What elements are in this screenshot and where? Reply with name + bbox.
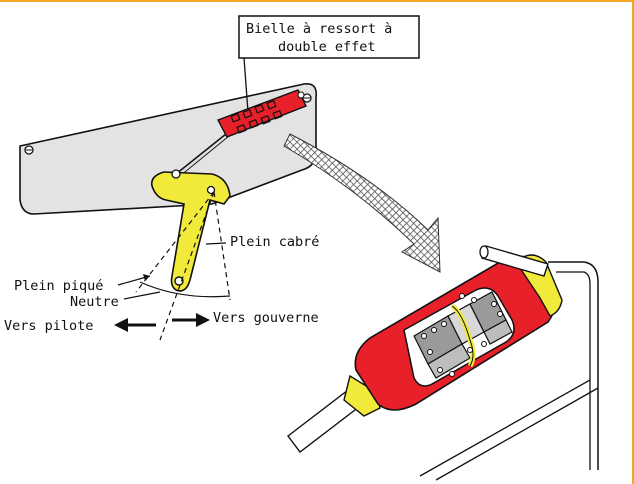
leader-neutre (123, 291, 161, 300)
spring-rod-small (217, 89, 307, 138)
upper-rod (175, 133, 227, 175)
leader-plein-cabre (205, 242, 227, 245)
label-neutre: Neutre (70, 294, 119, 310)
arrow-plein-pique (143, 274, 150, 281)
lever-axis (206, 185, 216, 195)
rivets (421, 293, 503, 377)
callout-box (238, 15, 420, 59)
zoom-mesh-arrow (283, 133, 441, 273)
arrow-vers-pilote (114, 318, 128, 332)
position-dash-lines (135, 191, 231, 341)
callout-line1: Bielle à ressort à (246, 21, 392, 37)
yellow-lever (150, 171, 231, 292)
frame-rod-diagonal (419, 379, 591, 477)
callout-leader (243, 57, 249, 113)
callout-line2: double effet (278, 39, 376, 55)
label-plein-pique: Plein piqué (14, 278, 103, 294)
frame-rod (548, 261, 599, 470)
lever-top-pivot (171, 169, 181, 179)
arrow-vers-gouverne (196, 313, 210, 327)
label-plein-cabre: Plein cabré (230, 234, 319, 250)
lever-bottom-pivot (174, 276, 184, 286)
travel-arc (139, 281, 231, 298)
label-vers-gouverne: Vers gouverne (213, 310, 319, 326)
label-vers-pilote: Vers pilote (4, 318, 93, 334)
